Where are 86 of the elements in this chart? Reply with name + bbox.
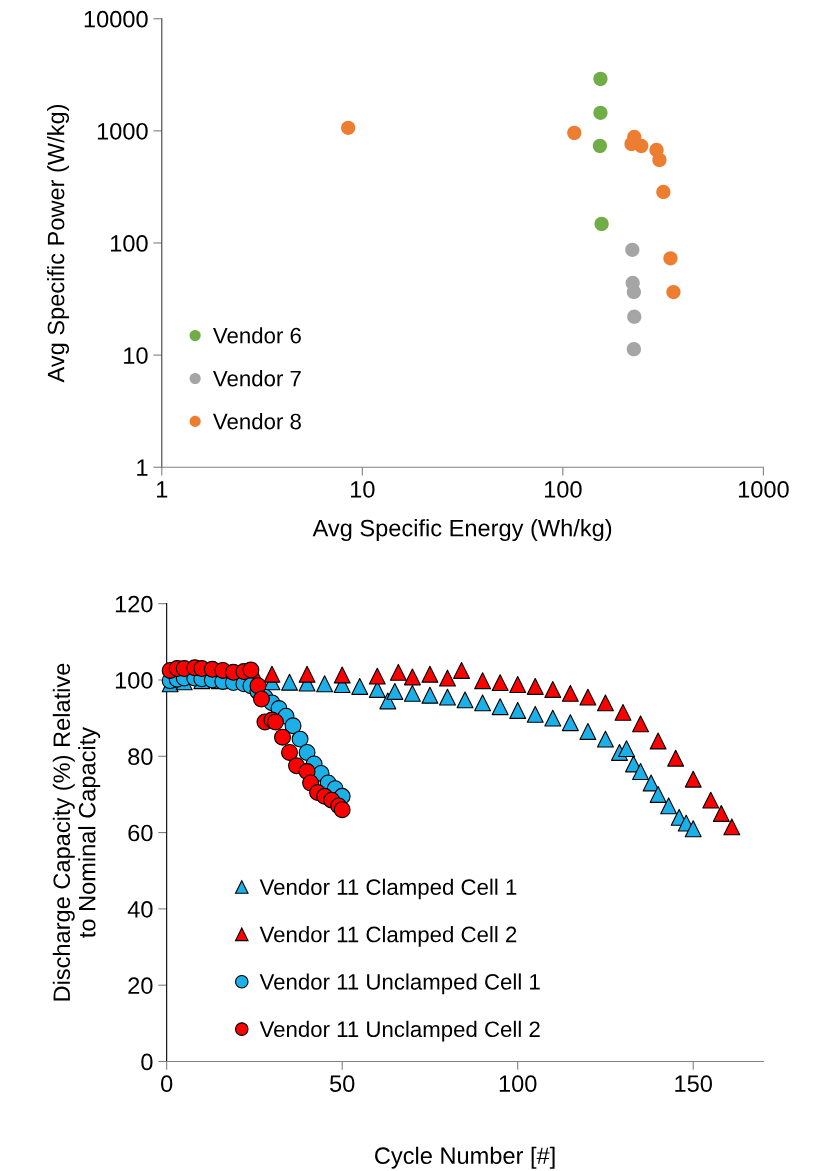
- point: [291, 730, 309, 748]
- point: [649, 732, 667, 750]
- point: [660, 797, 678, 815]
- legend-label: Vendor 6: [213, 327, 301, 344]
- point: [252, 690, 270, 708]
- y-tick-label: 60: [128, 824, 153, 842]
- x-tick-label: 1: [157, 481, 168, 498]
- point: [439, 669, 456, 687]
- x-tick-label: 0: [161, 1075, 173, 1093]
- point: [281, 743, 298, 761]
- point: [632, 763, 650, 781]
- point: [421, 686, 439, 704]
- point: [509, 702, 527, 719]
- point: [712, 805, 730, 822]
- x-tick-label: 50: [329, 1075, 355, 1093]
- point: [403, 684, 421, 702]
- point: [453, 661, 470, 679]
- point: [667, 749, 685, 767]
- point: [274, 728, 291, 746]
- point: [684, 770, 702, 788]
- y-tick-label: 100: [115, 672, 153, 689]
- point: [723, 818, 741, 836]
- point: [333, 666, 351, 684]
- y-axis-title: Avg Specific Power (W/kg): [47, 104, 70, 383]
- x-tick-label: 150: [675, 1075, 712, 1093]
- y-tick-label: 80: [128, 748, 153, 766]
- x-tick-label: 100: [544, 481, 582, 498]
- legend-label: Vendor 8: [213, 413, 301, 430]
- y-tick-label: 1: [137, 459, 148, 476]
- point: [526, 705, 544, 723]
- point: [596, 694, 614, 712]
- legend-label: Vendor 11 Unclamped Cell 2: [259, 1020, 540, 1042]
- point: [284, 717, 302, 735]
- point: [491, 674, 509, 692]
- y-tick-label: 0: [141, 1053, 153, 1071]
- point: [684, 820, 702, 838]
- y-tick-label: 120: [115, 595, 153, 613]
- legend-label: Vendor 11 Unclamped Cell 1: [259, 973, 540, 995]
- x-axis-title: Cycle Number [#]: [375, 1146, 555, 1169]
- point: [267, 713, 284, 731]
- point: [403, 668, 421, 686]
- x-tick-label: 10: [351, 481, 375, 498]
- point: [632, 715, 650, 733]
- legend-label: Vendor 11 Clamped Cell 2: [259, 926, 517, 947]
- point: [333, 801, 351, 819]
- point: [242, 661, 260, 679]
- legend-label: Vendor 11 Clamped Cell 1: [259, 878, 517, 900]
- point: [702, 791, 720, 809]
- point: [351, 677, 369, 695]
- point: [649, 785, 667, 803]
- y-tick-label: 100: [111, 235, 148, 252]
- y-axis-title: Discharge Capacity (%) Relative to Nominal Capacity: [52, 663, 101, 1001]
- x-tick-label: 100: [499, 1075, 537, 1093]
- point: [456, 691, 474, 709]
- point: [544, 709, 562, 727]
- point: [561, 684, 579, 702]
- y-tick-label: 10: [124, 347, 148, 364]
- point: [389, 663, 407, 681]
- point: [474, 672, 492, 690]
- y-tick-label: 40: [127, 900, 153, 918]
- point: [421, 665, 439, 683]
- x-axis-title: Avg Specific Energy (Wh/kg): [312, 519, 612, 542]
- point: [491, 698, 509, 716]
- point: [474, 694, 492, 712]
- point: [561, 714, 579, 732]
- legend-label: Vendor 7: [213, 370, 301, 387]
- point: [509, 676, 527, 694]
- point: [249, 677, 267, 695]
- y-tick-label: 1000: [97, 122, 148, 140]
- point: [579, 688, 597, 706]
- point: [316, 675, 334, 693]
- point: [263, 665, 281, 683]
- y-tick-label: 10000: [84, 10, 148, 28]
- point: [386, 682, 404, 700]
- point: [596, 730, 614, 748]
- point: [618, 740, 635, 758]
- point: [614, 703, 632, 721]
- x-tick-label: 1000: [738, 481, 789, 498]
- point: [579, 722, 597, 740]
- point: [298, 665, 316, 683]
- y-tick-label: 20: [128, 977, 153, 994]
- point: [544, 681, 562, 698]
- point: [526, 677, 544, 695]
- point: [439, 688, 456, 706]
- point: [281, 673, 298, 691]
- point: [368, 667, 386, 685]
